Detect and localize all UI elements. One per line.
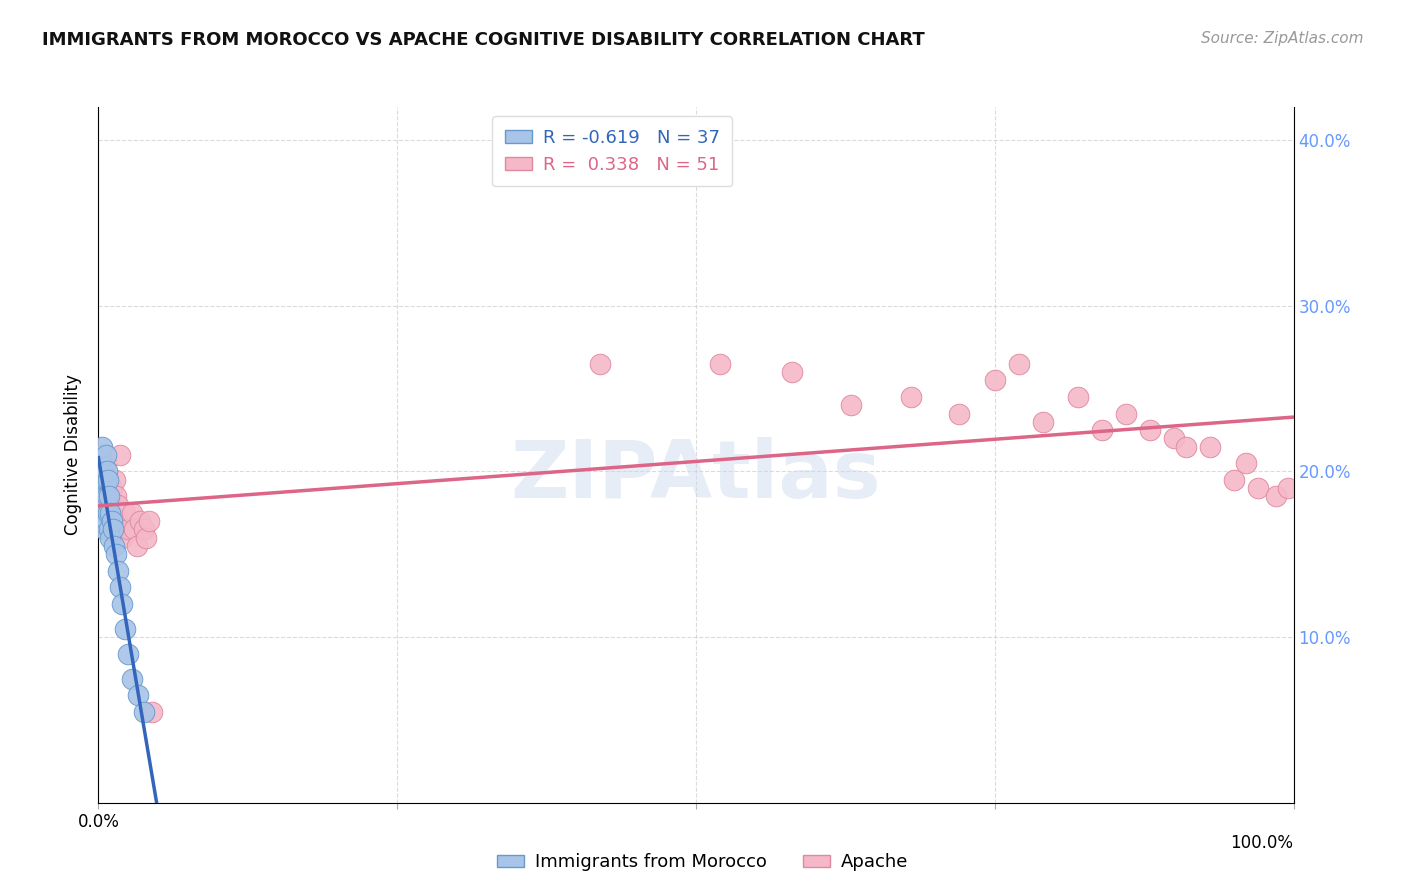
Point — [103, 539, 125, 553]
Point — [841, 398, 863, 412]
Point — [93, 473, 115, 487]
Point — [129, 514, 152, 528]
Legend: Immigrants from Morocco, Apache: Immigrants from Morocco, Apache — [491, 847, 915, 879]
Point — [780, 365, 803, 379]
Point — [90, 456, 112, 470]
Point — [91, 489, 114, 503]
Point — [93, 506, 115, 520]
Point — [1222, 473, 1246, 487]
Point — [91, 514, 114, 528]
Point — [93, 473, 115, 487]
Point — [1175, 440, 1198, 454]
Point — [96, 506, 118, 520]
Point — [1007, 357, 1029, 371]
Point — [105, 489, 128, 503]
Point — [100, 514, 122, 528]
Point — [93, 523, 115, 537]
Point — [900, 390, 922, 404]
Point — [90, 498, 112, 512]
Point — [98, 506, 122, 520]
Point — [1163, 431, 1185, 445]
Point — [135, 531, 157, 545]
Point — [1091, 423, 1114, 437]
Point — [91, 440, 114, 454]
Point — [117, 647, 139, 661]
Point — [1234, 456, 1257, 470]
Point — [98, 523, 121, 537]
Point — [96, 514, 118, 528]
Point — [117, 523, 139, 537]
Point — [98, 489, 121, 503]
Point — [91, 489, 114, 503]
Point — [132, 705, 155, 719]
Point — [121, 506, 143, 520]
Point — [132, 523, 155, 537]
Legend: R = -0.619   N = 37, R =  0.338   N = 51: R = -0.619 N = 37, R = 0.338 N = 51 — [492, 116, 733, 186]
Point — [1264, 489, 1286, 503]
Point — [104, 473, 127, 487]
Point — [114, 506, 136, 520]
Point — [111, 597, 134, 611]
Point — [589, 357, 612, 371]
Text: IMMIGRANTS FROM MOROCCO VS APACHE COGNITIVE DISABILITY CORRELATION CHART: IMMIGRANTS FROM MOROCCO VS APACHE COGNIT… — [42, 31, 925, 49]
Point — [108, 581, 131, 595]
Point — [90, 465, 112, 479]
Point — [94, 473, 117, 487]
Point — [98, 506, 122, 520]
Point — [94, 456, 117, 470]
Point — [96, 489, 118, 503]
Point — [948, 407, 970, 421]
Point — [103, 506, 125, 520]
Y-axis label: Cognitive Disability: Cognitive Disability — [65, 375, 83, 535]
Point — [1067, 390, 1090, 404]
Point — [1115, 407, 1137, 421]
Point — [90, 481, 112, 495]
Point — [121, 672, 143, 686]
Point — [107, 514, 129, 528]
Point — [91, 448, 114, 462]
Point — [89, 473, 111, 487]
Point — [94, 448, 117, 462]
Point — [94, 481, 117, 495]
Point — [97, 506, 120, 520]
Point — [98, 498, 121, 512]
Point — [96, 465, 118, 479]
Point — [108, 448, 131, 462]
Point — [1198, 440, 1220, 454]
Point — [93, 498, 115, 512]
Text: ZIPAtlas: ZIPAtlas — [510, 437, 882, 515]
Point — [127, 688, 149, 702]
Point — [91, 481, 114, 495]
Point — [98, 531, 122, 545]
Point — [709, 357, 731, 371]
Point — [97, 473, 120, 487]
Point — [101, 523, 124, 537]
Point — [94, 506, 117, 520]
Point — [107, 498, 129, 512]
Text: Source: ZipAtlas.com: Source: ZipAtlas.com — [1201, 31, 1364, 46]
Point — [1246, 481, 1268, 495]
Point — [1139, 423, 1161, 437]
Point — [105, 547, 128, 561]
Point — [91, 465, 114, 479]
Point — [101, 523, 124, 537]
Point — [141, 705, 163, 719]
Point — [1277, 481, 1299, 495]
Text: 100.0%: 100.0% — [1230, 834, 1294, 852]
Point — [1032, 415, 1054, 429]
Point — [114, 622, 136, 636]
Point — [100, 481, 122, 495]
Point — [97, 473, 120, 487]
Point — [111, 531, 134, 545]
Point — [107, 564, 129, 578]
Point — [124, 523, 146, 537]
Point — [138, 514, 160, 528]
Point — [125, 539, 148, 553]
Point — [91, 506, 114, 520]
Point — [984, 373, 1007, 387]
